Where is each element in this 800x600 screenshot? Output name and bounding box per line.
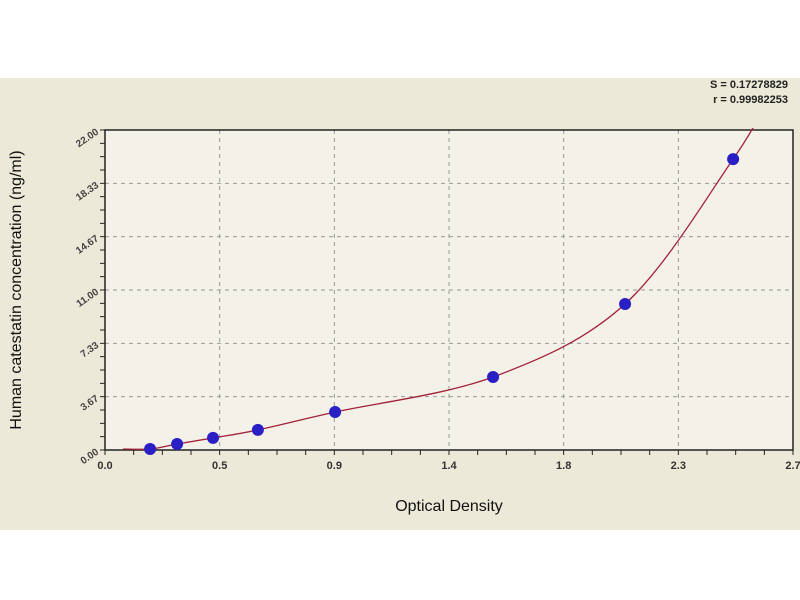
data-point [487, 370, 500, 383]
x-tick-label: 1.4 [441, 460, 457, 472]
y-tick-label: 14.67 [74, 233, 101, 257]
y-tick-label: 3.67 [79, 393, 102, 413]
x-tick-label: 0.0 [97, 460, 112, 472]
y-tick-label: 7.33 [79, 340, 102, 360]
data-point [144, 442, 157, 455]
data-point [619, 297, 632, 310]
x-tick-label: 1.8 [556, 460, 571, 472]
y-tick-label: 22.00 [74, 126, 101, 150]
x-tick-label: 2.3 [671, 460, 686, 472]
data-point [727, 153, 740, 166]
x-tick-label: 0.5 [212, 460, 227, 472]
stat-r: r = 0.99982253 [713, 94, 788, 106]
x-tick-label: 0.9 [327, 460, 342, 472]
y-tick-label: 18.33 [74, 180, 101, 204]
stat-s: S = 0.17278829 [710, 79, 788, 91]
data-point [207, 431, 220, 444]
y-tick-label: 11.00 [75, 286, 102, 309]
data-point [329, 406, 342, 419]
data-point [251, 423, 264, 436]
x-axis-label: Optical Density [395, 498, 503, 515]
x-tick-label: 2.7 [785, 460, 800, 472]
y-axis-label: Human catestatin concentration (ng/ml) [8, 150, 25, 430]
data-point [171, 438, 184, 451]
